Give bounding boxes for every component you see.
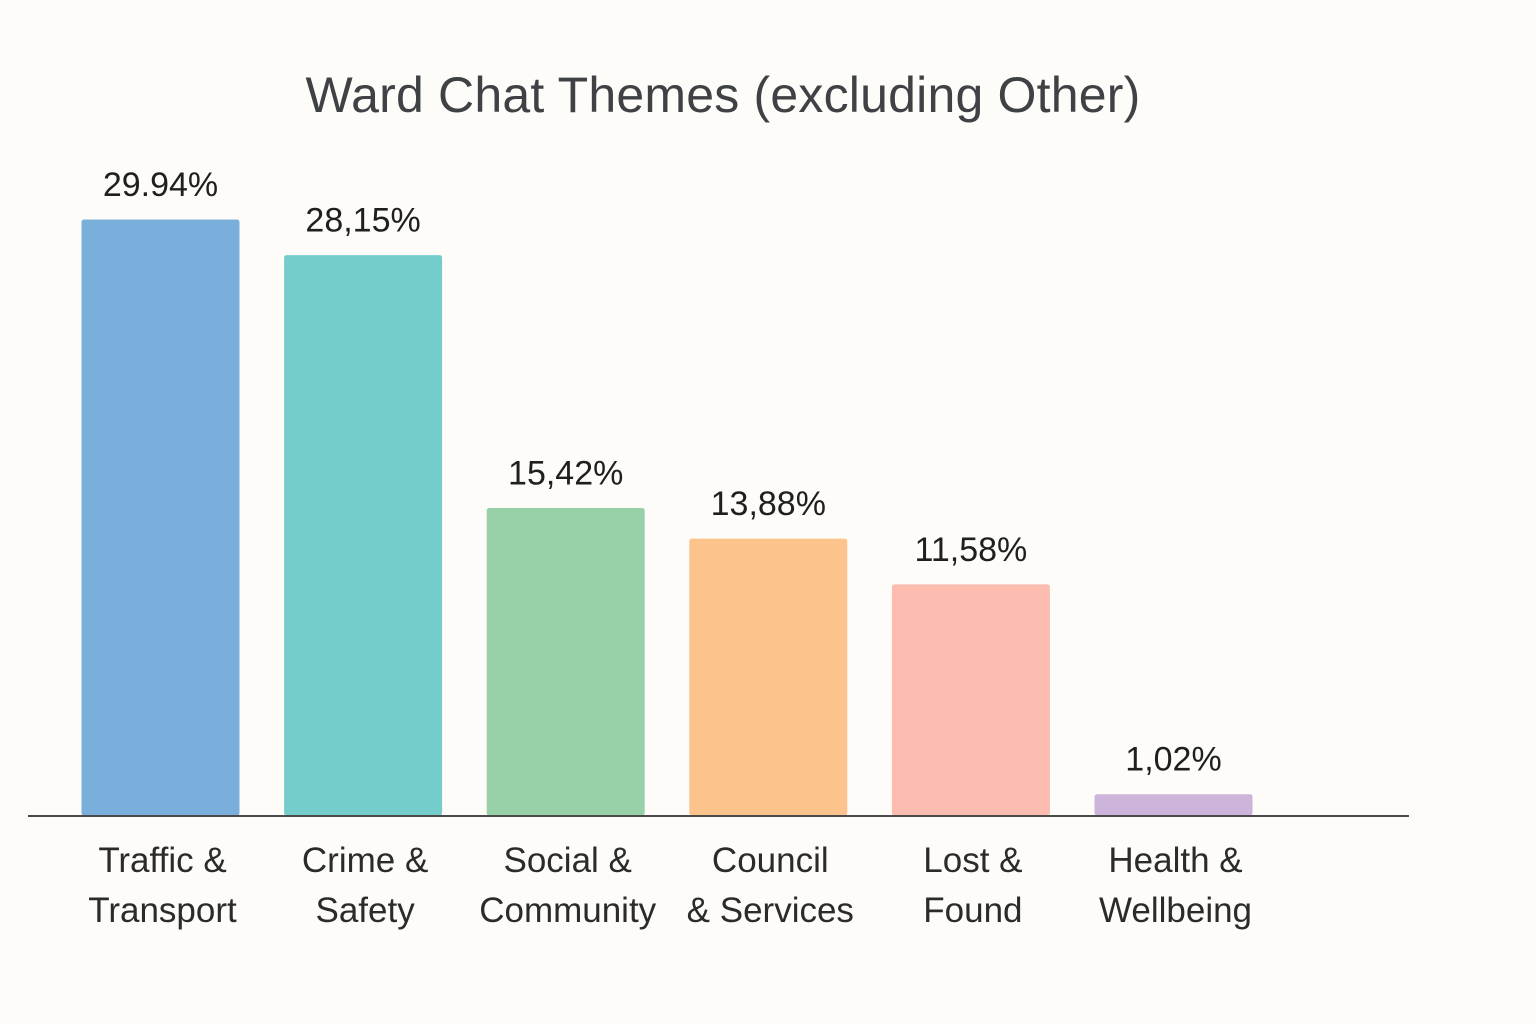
category-label-6-line-2: Wellbeing <box>1099 891 1252 930</box>
chart-title: Ward Chat Themes (excluding Other) <box>305 67 1141 123</box>
bar-4 <box>689 538 848 816</box>
bar-2 <box>284 255 443 816</box>
bar-1 <box>81 219 240 816</box>
value-label-5: 11,58% <box>915 531 1028 569</box>
value-label-1: 29.94% <box>103 166 218 204</box>
bar-6 <box>1094 794 1253 816</box>
value-label-6: 1,02% <box>1125 741 1221 779</box>
bar-3 <box>486 508 645 816</box>
bars-layer <box>81 219 1253 816</box>
category-label-3-line-2: Community <box>479 891 656 930</box>
bar-5 <box>891 584 1050 816</box>
labels-layer: 29.94% Traffic & Transport 28,15% Crime & Saf… <box>88 166 1252 930</box>
category-label-1-line-2: Transport <box>88 891 237 930</box>
value-label-3: 15,42% <box>508 455 623 493</box>
value-label-4: 13,88% <box>711 485 826 523</box>
category-label-3-line-1: Social & <box>503 841 631 880</box>
category-label-6-line-1: Health & <box>1108 841 1242 880</box>
category-label-4-line-2: & Services <box>687 891 854 930</box>
category-label-5-line-2: Found <box>923 891 1022 930</box>
category-label-5-line-1: Lost & <box>923 841 1022 880</box>
category-label-1-line-1: Traffic & <box>98 841 226 880</box>
value-label-2: 28,15% <box>305 202 420 240</box>
category-label-2-line-2: Safety <box>315 891 415 930</box>
category-label-2-line-1: Crime & <box>302 841 428 880</box>
category-label-4-line-1: Council <box>712 841 829 880</box>
